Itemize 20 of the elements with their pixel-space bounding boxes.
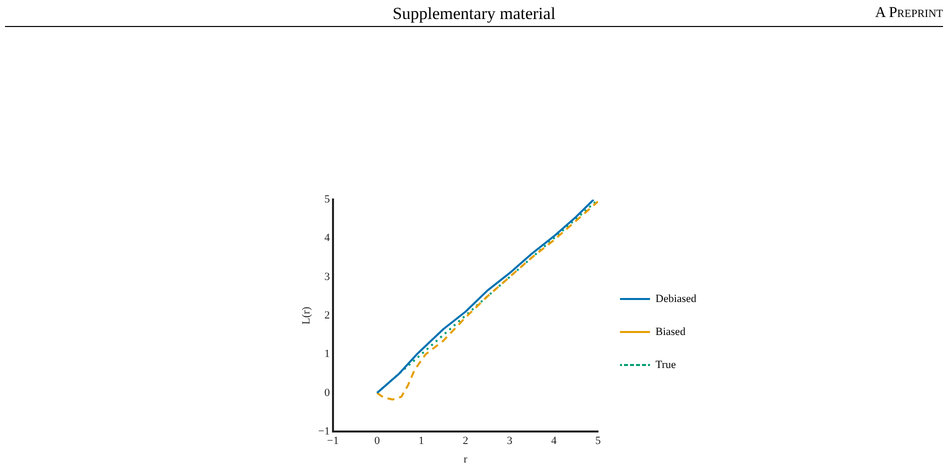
y-tick-label: 5 bbox=[324, 193, 330, 206]
x-axis-title: r bbox=[464, 453, 468, 466]
legend-label: True bbox=[656, 358, 676, 371]
legend-label: Debiased bbox=[656, 292, 697, 305]
x-tick-label: 1 bbox=[418, 435, 424, 448]
x-tick-label: 3 bbox=[506, 435, 513, 448]
x-tick-label: 4 bbox=[551, 435, 558, 448]
x-tick-label: 0 bbox=[374, 435, 380, 448]
y-tick-label: 4 bbox=[324, 232, 330, 244]
y-tick-label: 1 bbox=[324, 348, 330, 360]
text: A Preprint bbox=[875, 5, 943, 22]
y-tick-label: 2 bbox=[324, 309, 330, 322]
y-tick-label: −1 bbox=[318, 425, 330, 438]
x-tick-label: 2 bbox=[462, 435, 468, 448]
text: Supplementary material bbox=[392, 4, 556, 23]
y-tick-label: 3 bbox=[324, 270, 330, 283]
legend-label: Biased bbox=[656, 326, 686, 338]
y-axis-title: L(r) bbox=[300, 306, 312, 324]
y-tick-label: 0 bbox=[324, 386, 330, 399]
x-tick-label: 5 bbox=[595, 435, 602, 448]
